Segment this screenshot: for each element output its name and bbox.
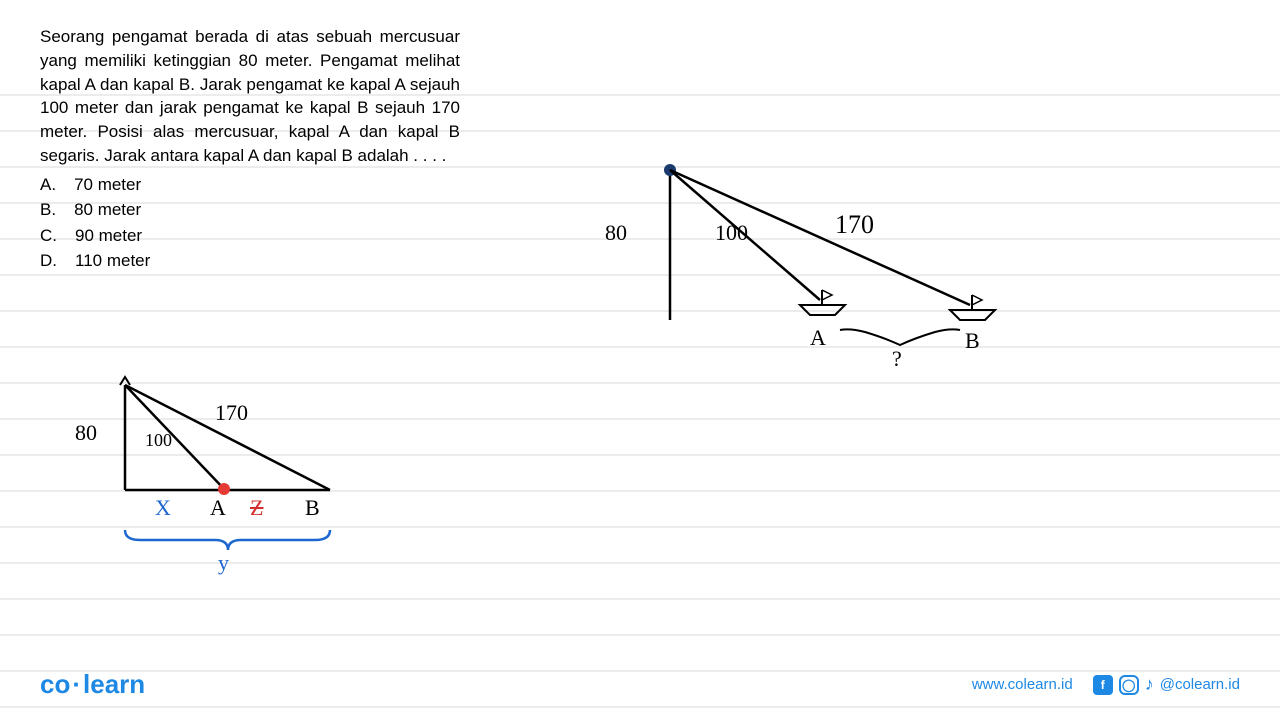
diagram-triangle-solution: 80 100 170 X A Z B y [50, 375, 400, 595]
options-list: A. 70 meter B. 80 meter C. 90 meter D. 1… [40, 172, 1240, 274]
diagram2-b: B [305, 495, 320, 521]
footer-url: www.colearn.id [972, 676, 1073, 693]
diagram2-z: Z [250, 495, 263, 521]
social-links: f ◯ ♪ @colearn.id [1093, 674, 1240, 695]
footer: co·learn www.colearn.id f ◯ ♪ @colearn.i… [0, 669, 1280, 700]
diagram2-line-b: 170 [215, 400, 248, 426]
instagram-icon: ◯ [1119, 675, 1139, 695]
diagram2-x: X [155, 495, 171, 521]
option-a: A. 70 meter [40, 172, 1240, 198]
option-b: B. 80 meter [40, 197, 1240, 223]
diagram2-y: y [218, 550, 229, 576]
facebook-icon: f [1093, 675, 1113, 695]
option-c: C. 90 meter [40, 223, 1240, 249]
diagram1-distance: ? [892, 346, 902, 372]
diagram1-ship-a-label: A [810, 325, 826, 351]
diagram2-a: A [210, 495, 226, 521]
diagram2-height: 80 [75, 420, 97, 446]
social-handle: @colearn.id [1160, 676, 1240, 693]
diagram1-ship-b-label: B [965, 328, 980, 354]
diagram2-line-a: 100 [145, 430, 172, 451]
tiktok-icon: ♪ [1145, 674, 1154, 695]
option-d: D. 110 meter [40, 248, 1240, 274]
red-marker-dot [218, 483, 230, 495]
question-text: Seorang pengamat berada di atas sebuah m… [40, 25, 460, 168]
logo: co·learn [40, 669, 145, 700]
